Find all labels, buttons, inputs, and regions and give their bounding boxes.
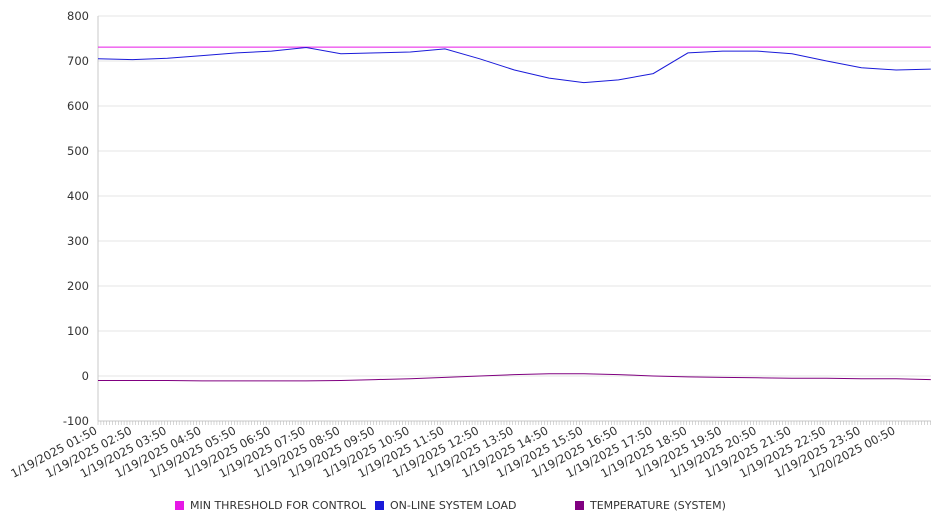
series-line-1 (97, 46, 931, 84)
y-tick-label: 200 (67, 279, 89, 293)
y-tick-label: 100 (67, 324, 89, 338)
grid-lines (98, 15, 931, 422)
legend-label-system-load: ON-LINE SYSTEM LOAD (390, 499, 517, 512)
y-tick-label: 500 (67, 144, 89, 158)
series-lines (97, 46, 931, 382)
chart-legend: MIN THRESHOLD FOR CONTROL ON-LINE SYSTEM… (0, 499, 946, 517)
y-tick-label: 400 (67, 189, 89, 203)
legend-item-system-load[interactable]: ON-LINE SYSTEM LOAD (375, 499, 516, 512)
y-tick-label: 700 (67, 54, 89, 68)
legend-label-min-threshold: MIN THRESHOLD FOR CONTROL (190, 499, 366, 512)
legend-swatch-min-threshold (175, 501, 184, 510)
y-tick-label: 300 (67, 234, 89, 248)
y-tick-label: 600 (67, 99, 89, 113)
legend-item-temperature[interactable]: TEMPERATURE (SYSTEM) (575, 499, 726, 512)
y-tick-labels: -100 0 100 200 300 400 500 600 700 800 (63, 9, 89, 428)
legend-item-min-threshold[interactable]: MIN THRESHOLD FOR CONTROL (175, 499, 366, 512)
y-tick-label: -100 (63, 414, 89, 428)
y-tick-label: 0 (82, 369, 89, 383)
series-line-2 (98, 373, 931, 382)
x-tick-labels: 1/19/2025 01:501/19/2025 02:501/19/2025 … (8, 423, 897, 480)
axes (97, 16, 931, 425)
legend-swatch-system-load (375, 501, 384, 510)
y-tick-label: 800 (67, 9, 89, 23)
legend-label-temperature: TEMPERATURE (SYSTEM) (590, 499, 726, 512)
legend-swatch-temperature (575, 501, 584, 510)
